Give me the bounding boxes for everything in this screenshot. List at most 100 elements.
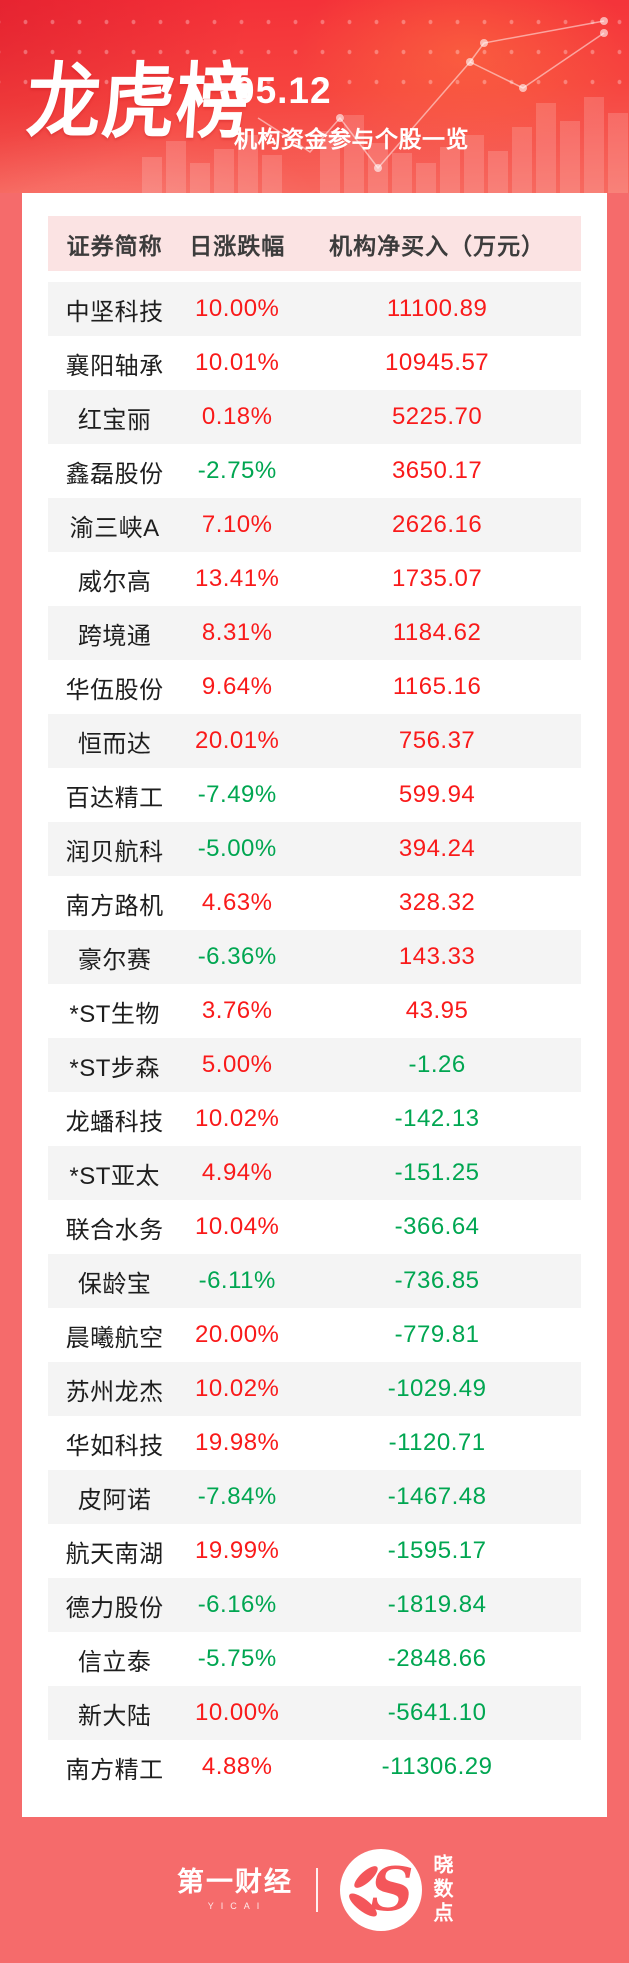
page-subtitle: 机构资金参与个股一览 — [234, 126, 469, 152]
net-buy-value: 10945.57 — [385, 349, 490, 376]
daily-change-value: 10.04% — [195, 1213, 280, 1240]
daily-change-value: 10.00% — [195, 1699, 280, 1726]
net-buy-value: 1735.07 — [391, 565, 483, 592]
table-row: *ST生物 3.76% 43.95 — [48, 984, 581, 1038]
stock-name: 苏州龙杰 — [65, 1378, 164, 1406]
table-row: 鑫磊股份 -2.75% 3650.17 — [48, 444, 581, 498]
net-buy-value: 5225.70 — [391, 403, 483, 430]
data-card: 证券简称 日涨跌幅 机构净买入（万元） 中坚科技 10.00% 11100.89… — [22, 193, 607, 1817]
footer: 第一财经 YICAI S 晓数点 — [0, 1817, 629, 1963]
table-row: 信立泰 -5.75% -2848.66 — [48, 1632, 581, 1686]
table-row: 皮阿诺 -7.84% -1467.48 — [48, 1470, 581, 1524]
stock-name: 信立泰 — [77, 1648, 152, 1676]
logo-monogram: S — [370, 1855, 413, 1925]
table-row: 华如科技 19.98% -1120.71 — [48, 1416, 581, 1470]
net-buy-value: -1595.17 — [387, 1537, 487, 1564]
net-buy-value: -1120.71 — [388, 1429, 486, 1456]
stock-name: 红宝丽 — [77, 406, 152, 434]
table-body: 中坚科技 10.00% 11100.89 襄阳轴承 10.01% 10945.5… — [48, 276, 581, 1795]
stock-name: 南方路机 — [65, 892, 164, 920]
net-buy-value: -2848.66 — [387, 1645, 487, 1672]
table-row: 中坚科技 10.00% 11100.89 — [48, 276, 581, 336]
net-buy-value: -1467.48 — [387, 1483, 487, 1510]
xiaoshudian-label: 晓数点 — [430, 1854, 452, 1926]
daily-change-value: 20.01% — [195, 727, 280, 754]
stock-name: 润贝航科 — [65, 838, 164, 866]
daily-change-value: 19.99% — [195, 1537, 280, 1564]
daily-change-value: 4.63% — [201, 889, 273, 916]
net-buy-value: 394.24 — [398, 835, 476, 862]
stock-name: *ST生物 — [69, 1000, 160, 1028]
net-buy-value: 1165.16 — [392, 673, 482, 700]
net-buy-value: -1819.84 — [387, 1591, 487, 1618]
net-buy-value: -779.81 — [394, 1321, 480, 1348]
stock-name: 航天南湖 — [65, 1540, 164, 1568]
daily-change-value: -5.75% — [197, 1645, 277, 1672]
table-row: 新大陆 10.00% -5641.10 — [48, 1686, 581, 1740]
net-buy-value: 328.32 — [398, 889, 476, 916]
table-row: 南方精工 4.88% -11306.29 — [48, 1740, 581, 1794]
net-buy-value: -11306.29 — [381, 1753, 493, 1780]
daily-change-value: 4.88% — [201, 1753, 273, 1780]
net-buy-value: -151.25 — [394, 1159, 480, 1186]
daily-change-value: 10.02% — [195, 1105, 280, 1132]
stock-name: 恒而达 — [77, 730, 152, 758]
table-row: 跨境通 8.31% 1184.62 — [48, 606, 581, 660]
net-buy-value: 756.37 — [398, 727, 476, 754]
daily-change-value: -7.84% — [197, 1483, 277, 1510]
daily-change-value: -6.36% — [197, 943, 277, 970]
stock-name: 渝三峡A — [69, 514, 160, 542]
table-row: 华伍股份 9.64% 1165.16 — [48, 660, 581, 714]
table-row: 润贝航科 -5.00% 394.24 — [48, 822, 581, 876]
stock-name: *ST步森 — [69, 1054, 160, 1082]
column-header-daily-change: 日涨跌幅 — [181, 216, 294, 282]
net-buy-value: -142.13 — [394, 1105, 480, 1132]
stock-name: 鑫磊股份 — [65, 460, 164, 488]
daily-change-value: 13.41% — [195, 565, 280, 592]
page-title: 龙虎榜 — [24, 57, 254, 148]
net-buy-value: 3650.17 — [391, 457, 483, 484]
xiaoshudian-logo-icon: S — [340, 1849, 422, 1931]
banner: 龙虎榜 05.12 机构资金参与个股一览 — [0, 0, 629, 193]
daily-change-value: 10.01% — [195, 349, 280, 376]
daily-change-value: -6.16% — [197, 1591, 277, 1618]
table-row: 晨曦航空 20.00% -779.81 — [48, 1308, 581, 1362]
stock-name: 新大陆 — [77, 1702, 152, 1730]
table-row: 保龄宝 -6.11% -736.85 — [48, 1254, 581, 1308]
stock-name: 南方精工 — [65, 1756, 164, 1784]
stock-name: 百达精工 — [65, 784, 164, 812]
stocks-table: 证券简称 日涨跌幅 机构净买入（万元） 中坚科技 10.00% 11100.89… — [48, 216, 581, 1794]
table-row: 百达精工 -7.49% 599.94 — [48, 768, 581, 822]
net-buy-value: -1.26 — [408, 1051, 466, 1078]
daily-change-value: -2.75% — [197, 457, 277, 484]
stock-name: 跨境通 — [77, 622, 152, 650]
net-buy-value: 599.94 — [398, 781, 476, 808]
column-header-stock-name: 证券简称 — [48, 216, 182, 282]
stock-name: 中坚科技 — [65, 298, 164, 326]
table-row: 航天南湖 19.99% -1595.17 — [48, 1524, 581, 1578]
yicai-brand-cn: 第一财经 — [177, 1867, 293, 1897]
footer-divider — [316, 1868, 318, 1912]
net-buy-value: 11100.89 — [386, 295, 488, 322]
stock-name: 威尔高 — [77, 568, 152, 596]
daily-change-value: -6.11% — [198, 1267, 276, 1294]
stock-name: 华如科技 — [65, 1432, 164, 1460]
daily-change-value: 10.00% — [195, 295, 280, 322]
stock-name: 保龄宝 — [77, 1270, 152, 1298]
net-buy-value: -366.64 — [394, 1213, 480, 1240]
stock-name: 联合水务 — [65, 1216, 164, 1244]
daily-change-value: 5.00% — [201, 1051, 273, 1078]
stock-name: 皮阿诺 — [77, 1486, 152, 1514]
net-buy-value: -736.85 — [394, 1267, 480, 1294]
stock-name: 德力股份 — [65, 1594, 164, 1622]
stock-name: 晨曦航空 — [65, 1324, 164, 1352]
bar-chart-icon — [142, 97, 628, 193]
table-row: 龙蟠科技 10.02% -142.13 — [48, 1092, 581, 1146]
column-header-net-buy: 机构净买入（万元） — [293, 216, 581, 282]
daily-change-value: 0.18% — [201, 403, 273, 430]
table-row: *ST亚太 4.94% -151.25 — [48, 1146, 581, 1200]
table-row: *ST步森 5.00% -1.26 — [48, 1038, 581, 1092]
stock-name: 襄阳轴承 — [65, 352, 164, 380]
table-header-row: 证券简称 日涨跌幅 机构净买入（万元） — [48, 216, 581, 282]
banner-swirl-decoration — [0, 0, 629, 193]
